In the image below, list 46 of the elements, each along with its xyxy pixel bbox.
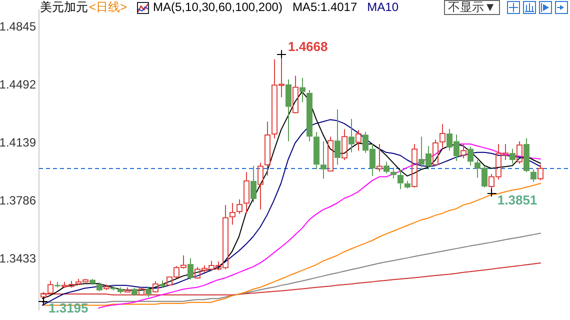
candlestick [398, 170, 404, 190]
candlestick [376, 144, 382, 172]
annotation: 不显示▼ [444, 0, 500, 15]
candlestick [54, 281, 60, 288]
candlestick [510, 148, 516, 164]
candlestick [160, 280, 166, 288]
candlestick [118, 286, 124, 294]
candlestick [348, 118, 354, 153]
candlestick [230, 202, 236, 226]
annotation: MA(5,10,30,60,100,200) [153, 0, 282, 15]
candlestick [96, 282, 102, 292]
annotation: MA5:1.4017 [292, 0, 358, 15]
y-tick-label: 1.3433 [0, 252, 36, 266]
candlestick [404, 180, 410, 189]
y-tick-label: 1.3786 [0, 194, 36, 208]
candlestick [306, 90, 312, 142]
y-tick-label: 1.4492 [0, 77, 36, 92]
candlestick [460, 144, 466, 159]
candlestick [356, 130, 362, 152]
y-tick-label: 1.4845 [0, 19, 36, 34]
candlestick [384, 161, 390, 174]
annotation: 1.3851 [497, 192, 538, 208]
candlestick [286, 79, 292, 142]
candlestick [440, 124, 446, 148]
chart-subtitle: <日线> [89, 0, 128, 15]
candlestick [342, 128, 348, 160]
candlestick [250, 165, 256, 203]
candlestick [300, 78, 306, 103]
text: MA10 [367, 0, 399, 15]
candlestick [90, 278, 96, 286]
candlestick [390, 167, 396, 179]
candlestick [264, 121, 270, 176]
candlestick [314, 132, 320, 170]
y-tick-label: 1.4139 [0, 136, 36, 150]
candlestick [468, 146, 474, 166]
candlestick [188, 258, 194, 280]
candlestick [146, 286, 152, 298]
candlestick [258, 162, 264, 210]
candlestick [292, 75, 298, 114]
candlestick [244, 172, 250, 214]
candlestick [334, 108, 340, 166]
candlestick [530, 168, 536, 183]
candlestick [524, 138, 530, 173]
candlestick [320, 140, 326, 180]
annotation: 1.4668 [288, 39, 328, 54]
chart-title: 美元加元 [40, 0, 88, 15]
